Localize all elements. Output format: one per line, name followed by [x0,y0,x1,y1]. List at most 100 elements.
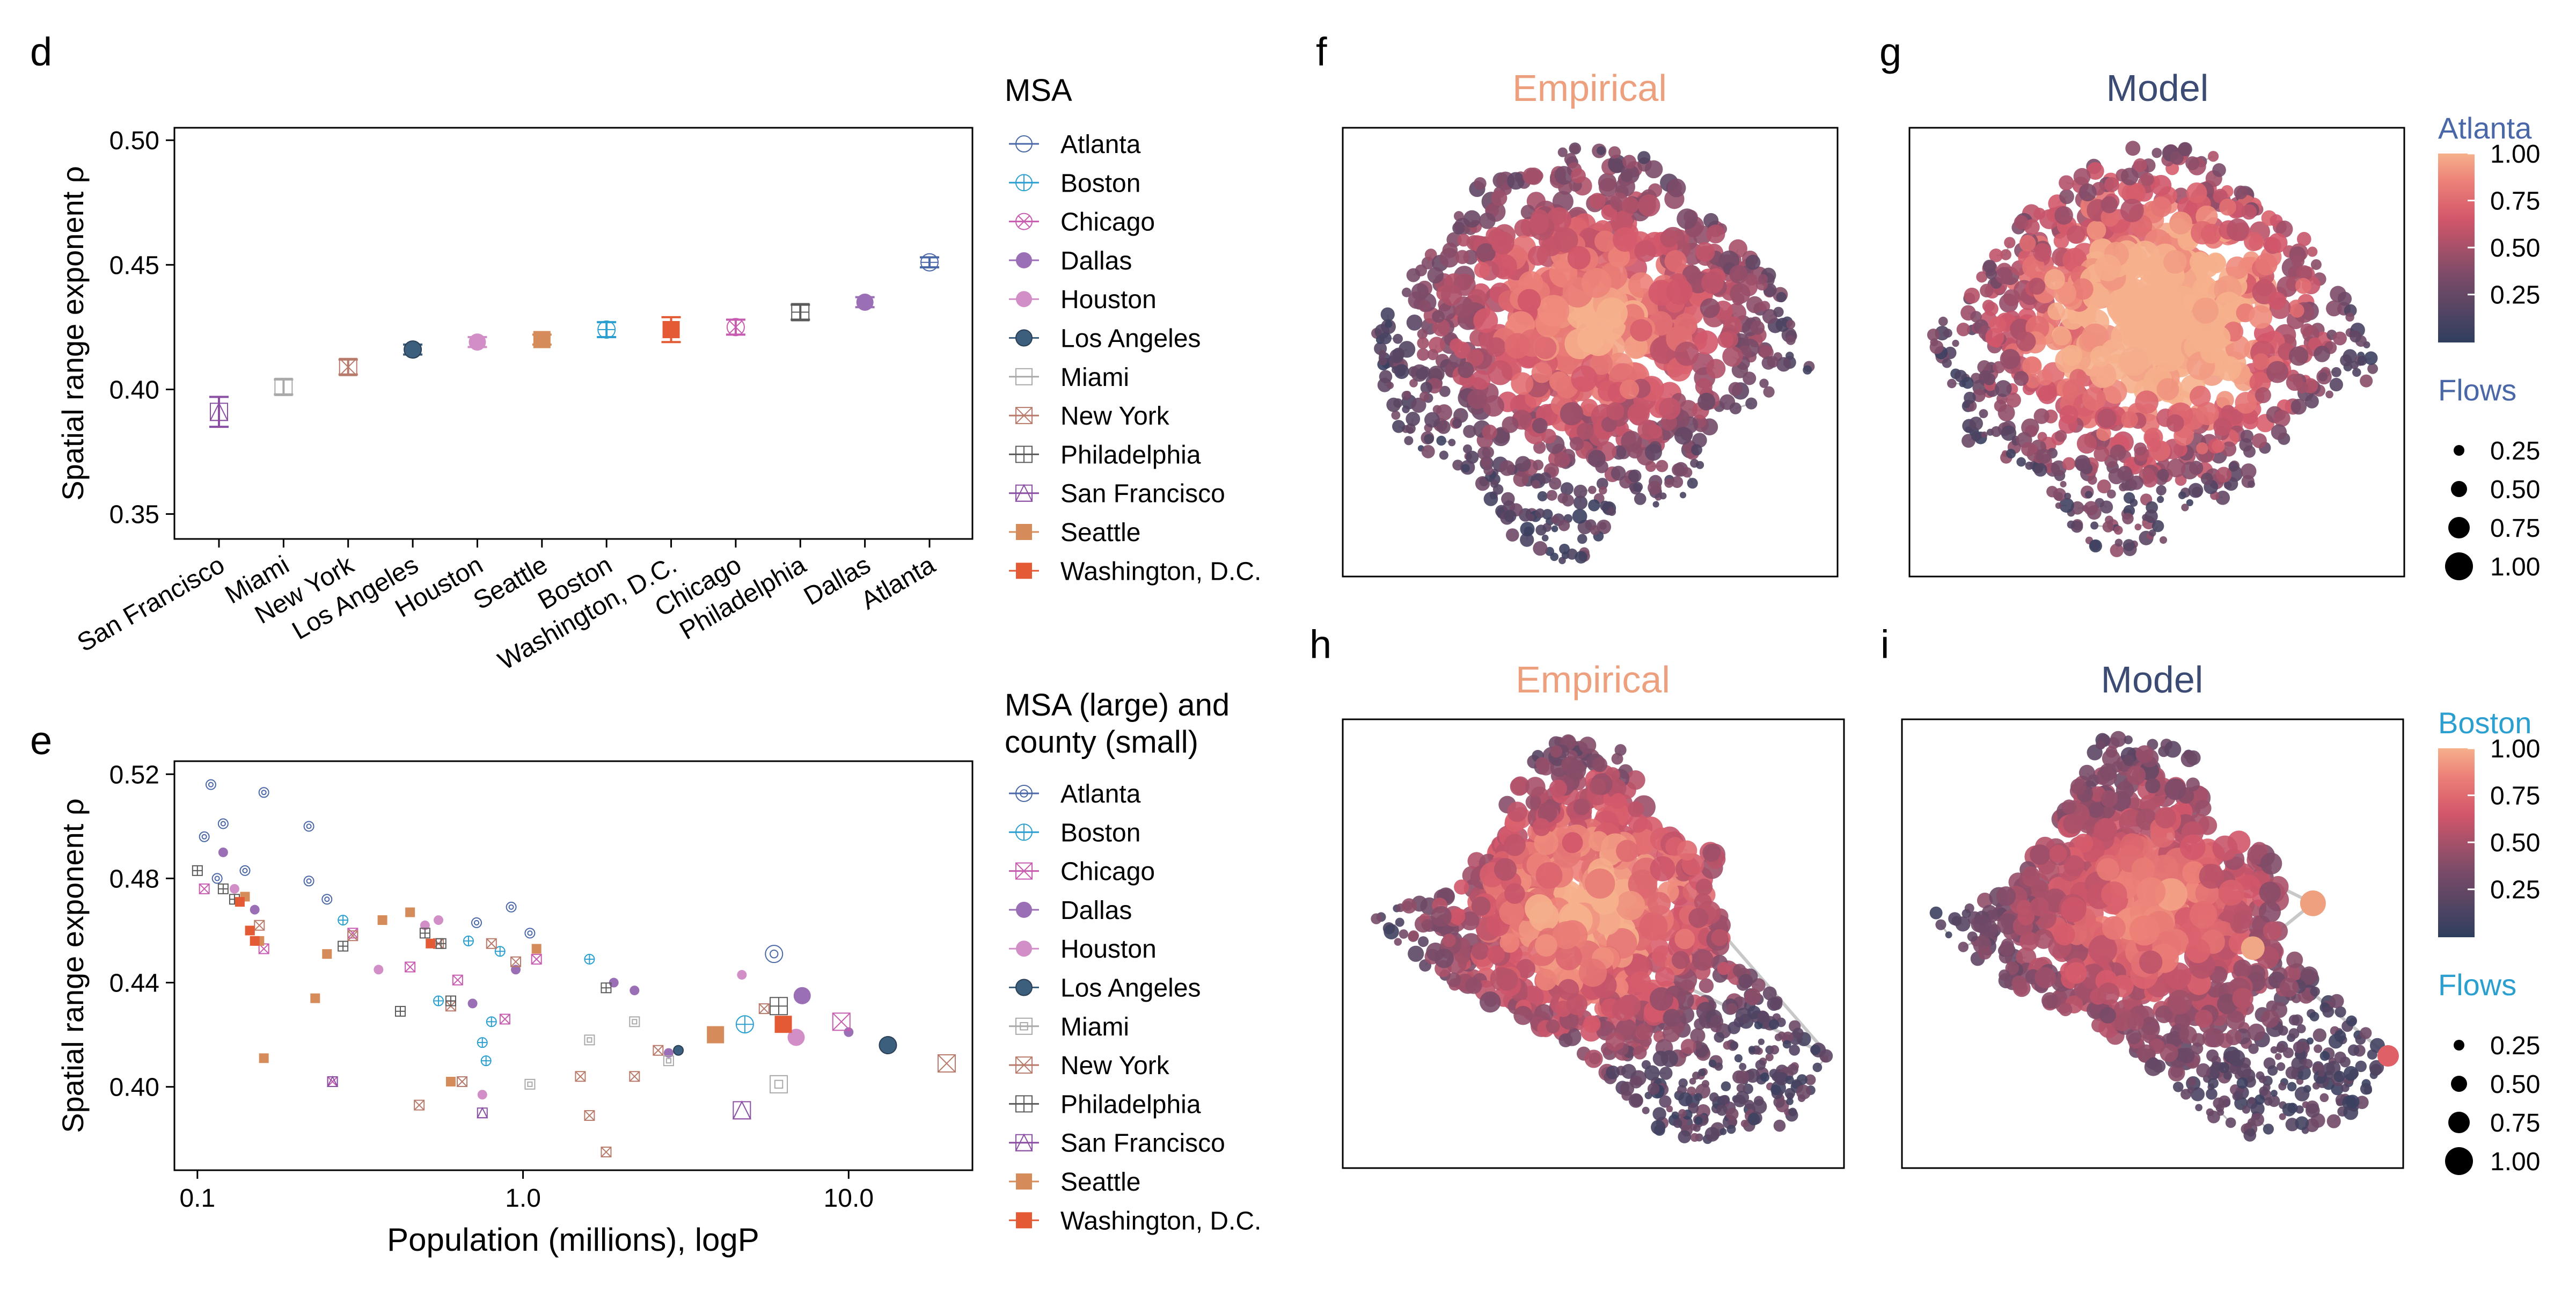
network-node [2307,246,2317,257]
network-node [1606,1066,1620,1080]
network-node [1679,1078,1688,1088]
network-node [1674,341,1699,366]
network-node [1427,267,1444,283]
network-node [1650,856,1675,881]
network-node [2085,491,2092,498]
network-node [2033,463,2047,477]
network-node [1702,844,1721,862]
legend-d-label-miami: Miami [1060,363,1129,392]
network-node [1422,445,1435,458]
network-node [2094,446,2109,462]
network-node [1515,456,1531,472]
network-node [2241,204,2257,220]
network-node [2075,455,2090,470]
network-node [1612,998,1635,1021]
legend-e-label-new-york: New York [1060,1052,1170,1080]
network-node [1726,1125,1736,1134]
network-node [2029,278,2046,295]
network-node [2129,476,2143,490]
network-node [1610,793,1626,809]
network-node [2189,483,2204,498]
network-node [2287,1082,2297,1092]
network-node [1769,1019,1779,1030]
network-node [1577,423,1594,440]
network-node [1776,357,1791,371]
legend-e-title-line1: MSA (large) and [1005,688,1230,723]
network-node [2318,372,2328,382]
network-node [2060,481,2067,487]
network-node [1504,510,1516,522]
network-node [1634,240,1656,262]
point-dallas [857,294,874,311]
point-los-angeles [404,341,421,358]
network-node [1711,929,1728,946]
network-empirical-atlanta [1343,128,1838,577]
network-node [2295,278,2311,294]
network-node [1758,1039,1765,1045]
network-node [1678,1109,1686,1117]
network-node [1436,436,1446,446]
network-node [1672,463,1685,477]
network-node [1463,210,1481,228]
network-node [2124,492,2135,504]
network-node [1664,478,1674,488]
network-node [1726,1003,1737,1014]
network-node [1554,452,1570,468]
network-node [1785,1076,1794,1084]
network-node [1599,486,1607,495]
network-node [2216,467,2231,483]
network-node [1694,1117,1702,1125]
county-point-boston [584,954,594,964]
network-node [1393,348,1404,360]
network-node [1532,480,1540,488]
network-node [2345,313,2354,322]
county-point-atlanta [213,873,222,883]
network-node [1943,329,1952,338]
network-node [1745,255,1760,270]
legend-e-label-miami: Miami [1060,1013,1129,1041]
network-node [1535,508,1545,518]
network-node [1628,801,1644,817]
network-node [1644,1065,1660,1081]
network-node [1558,979,1579,1001]
network-node [1386,398,1401,412]
network-node [2114,526,2123,535]
network-node [2147,438,2161,453]
network-node [2021,442,2036,456]
network-node [1589,1052,1601,1064]
plot-frame-d [174,128,972,539]
network-node [1709,1060,1716,1067]
network-empirical-boston [1343,719,1844,1168]
county-point-philadelphia [436,939,446,949]
network-node [2084,501,2098,515]
county-point-seattle [378,915,387,925]
network-h-title: Empirical [1516,659,1670,701]
network-node [2181,504,2189,511]
network-node [2297,232,2311,246]
network-node [2241,463,2256,479]
county-point-new-york [759,1004,769,1013]
legend-d-title: MSA [1005,73,1072,108]
network-node [1590,778,1606,794]
county-point-boston [478,1038,487,1047]
network-node [1970,311,1981,322]
network-node [2067,521,2075,529]
legend-d-label-chicago: Chicago [1060,208,1155,237]
network-node [1538,295,1569,326]
network-node [1461,464,1470,472]
network-node [1549,779,1567,797]
network-node [2360,375,2373,388]
network-node [2014,371,2029,386]
network-node [1730,403,1741,414]
network-node [1655,967,1675,987]
county-point-philadelphia [446,996,456,1006]
msa-point-washington-d-c [775,1016,792,1033]
network-node [1555,166,1574,185]
county-point-boston [487,1017,496,1026]
network-node [2137,286,2165,314]
county-point-boston [464,936,473,946]
msa-point-dallas [794,987,811,1004]
county-point-atlanta [472,918,481,928]
point-boston [598,321,615,338]
network-node [2268,233,2288,253]
